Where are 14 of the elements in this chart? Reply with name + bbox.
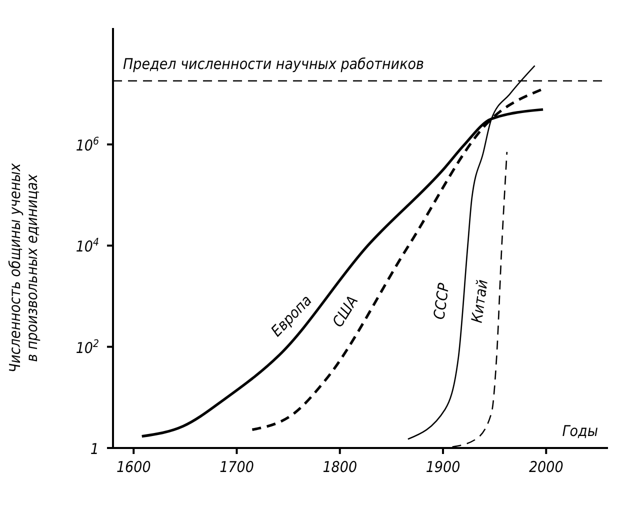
y-tick-label: 10$^{4}$ bbox=[76, 236, 99, 256]
text: СССР bbox=[430, 281, 454, 321]
y-axis-title: Численность общины ученых в произвольных единицах bbox=[6, 162, 41, 373]
x-tick-label: 1600 bbox=[116, 458, 151, 476]
x-tick-label: 1900 bbox=[426, 458, 460, 476]
ref-line-label: Предел численности научных работников bbox=[123, 54, 424, 73]
y-tick-label: 10$^{6}$ bbox=[76, 135, 99, 154]
y-tick-label: 10$^{2}$ bbox=[76, 338, 99, 357]
x-tick-label: 1700 bbox=[220, 458, 254, 476]
y-tick-label: 1 bbox=[90, 440, 99, 458]
x-tick-label: 2000 bbox=[528, 458, 564, 476]
x-tick-label: 1800 bbox=[322, 458, 358, 476]
x-axis-title: Годы bbox=[562, 422, 598, 440]
text: Китай bbox=[468, 278, 492, 324]
